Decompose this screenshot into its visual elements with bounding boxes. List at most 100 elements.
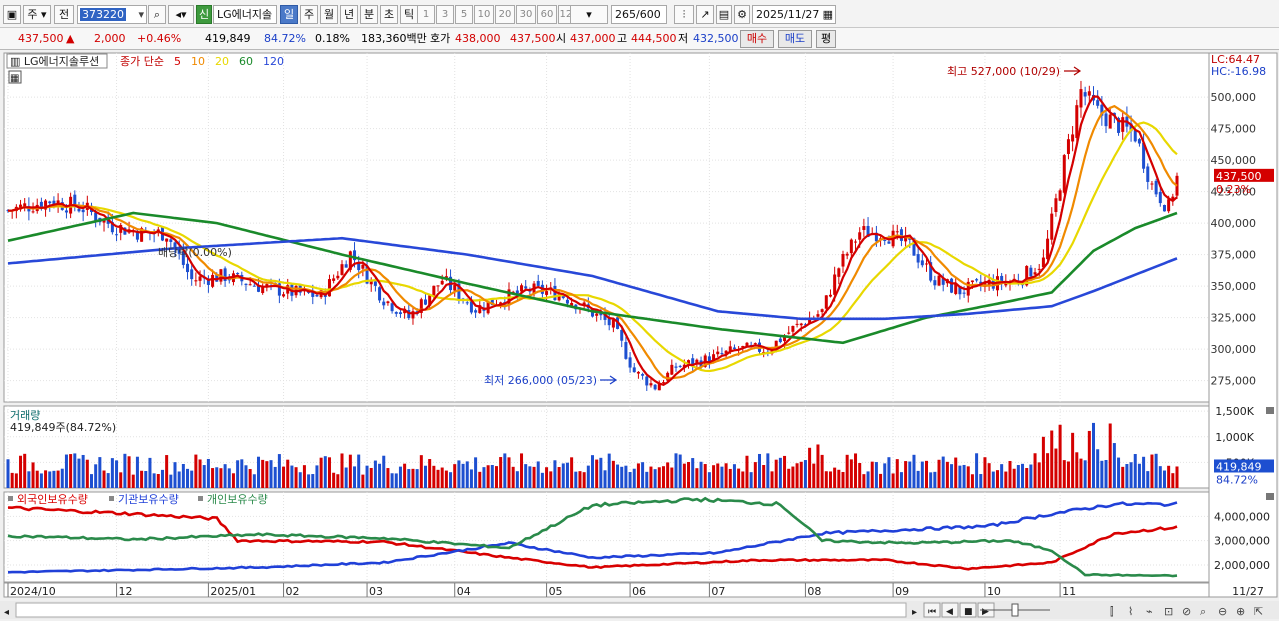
interval-button[interactable]: 1	[417, 5, 435, 24]
candle-body	[398, 312, 402, 315]
date-field[interactable]: 2025/11/27 ▦	[752, 5, 836, 24]
candle-body	[1066, 139, 1070, 154]
interval-dropdown[interactable]: ▾	[570, 5, 608, 24]
volume-bar	[616, 464, 620, 488]
volume-bar	[766, 453, 770, 488]
interval-button[interactable]: 3	[436, 5, 454, 24]
candle-body	[348, 251, 352, 270]
zoom-slider-thumb	[1011, 603, 1019, 617]
volume-bar	[453, 464, 457, 488]
playback-button	[959, 602, 977, 618]
period-button[interactable]: 틱	[400, 5, 418, 24]
holdings-tick-label: 2,000,000	[1214, 559, 1270, 572]
candle-body	[244, 283, 248, 285]
candle-body	[653, 384, 657, 390]
volume-bar	[732, 464, 736, 488]
volume-bar	[1108, 423, 1112, 488]
volume-bar	[131, 474, 135, 488]
volume-bar	[962, 464, 966, 488]
period-button[interactable]: 년	[340, 5, 358, 24]
volume-bar	[286, 459, 290, 488]
volume-bar	[269, 460, 273, 488]
volume-bar	[428, 459, 432, 488]
volume-bar	[440, 467, 444, 488]
volume-bar	[628, 472, 632, 488]
volume-bar	[52, 470, 56, 488]
x-axis-label: 10	[987, 585, 1001, 598]
market-select-value: 주	[27, 8, 38, 21]
current-price-marker-label: 437,500	[1216, 170, 1262, 183]
y-axis-column	[1208, 52, 1278, 598]
candle-body	[803, 324, 807, 326]
volume-bar	[340, 453, 344, 488]
chart-area[interactable]: 500,000 475,000 450,000 425,000 400,000 375,0…	[0, 50, 1279, 621]
interval-button[interactable]: 60	[537, 5, 557, 24]
current-volume-marker-label: 419,849	[1216, 460, 1262, 473]
candle-body	[854, 241, 858, 243]
period-button[interactable]: 초	[380, 5, 398, 24]
candle-body	[791, 325, 795, 332]
volume-bar	[624, 465, 628, 488]
volume-bar	[899, 472, 903, 488]
period-button[interactable]: 분	[360, 5, 378, 24]
period-button[interactable]: 일	[280, 5, 298, 24]
volume-bar	[1058, 424, 1062, 488]
interval-button[interactable]: 30	[516, 5, 536, 24]
ma-legend-5: 5	[174, 55, 181, 68]
volume-bar	[69, 454, 73, 488]
volume-bar	[6, 459, 10, 488]
period-button[interactable]: 주	[300, 5, 318, 24]
candle-type-icon[interactable]: ⫶	[674, 5, 694, 24]
playback-button	[941, 602, 959, 618]
stock-title-box	[6, 53, 108, 69]
count-field[interactable]: 265/600	[611, 5, 667, 24]
x-axis-label: 08	[807, 585, 821, 598]
price-tick-label: 275,000	[1211, 375, 1257, 388]
speaker-icon[interactable]: ◂▾	[168, 5, 194, 24]
volume-bar	[561, 463, 565, 488]
volume-bar	[206, 458, 210, 488]
volume-bar	[1041, 436, 1045, 488]
candle-body	[511, 291, 515, 293]
candle-body	[816, 314, 820, 317]
candle-body	[373, 281, 377, 286]
interval-button[interactable]: 10	[474, 5, 494, 24]
volume-bar	[403, 463, 407, 488]
candle-body	[169, 239, 173, 242]
period-button[interactable]: 월	[320, 5, 338, 24]
market-select[interactable]: 주 ▾	[23, 5, 51, 24]
volume-bar	[657, 467, 661, 488]
stock-code-input[interactable]: 373220 ▾	[77, 5, 147, 24]
search-icon[interactable]: ⌕	[148, 5, 166, 24]
volume-bar	[745, 455, 749, 488]
save-icon[interactable]: ▤	[716, 5, 732, 24]
settings-icon[interactable]: ⚙	[734, 5, 750, 24]
candle-body	[140, 228, 144, 242]
candle-body	[661, 382, 665, 384]
sell-button[interactable]: 매도	[778, 30, 812, 48]
candle-body	[1096, 100, 1100, 106]
candle-body	[394, 312, 398, 314]
volume-bar	[958, 465, 962, 488]
volume-bar	[1091, 422, 1096, 488]
draw-tool-icon[interactable]: ↗	[696, 5, 714, 24]
market-select-2[interactable]: 전	[54, 5, 74, 24]
volume-bar	[85, 459, 89, 488]
interval-button[interactable]: 20	[495, 5, 515, 24]
volume-bar	[1025, 468, 1029, 488]
volume-bar	[532, 466, 536, 488]
candle-body	[173, 242, 177, 249]
buy-button[interactable]: 매수	[740, 30, 774, 48]
candle-body	[378, 287, 382, 301]
candle-body	[73, 194, 77, 208]
volume-bar	[1125, 464, 1129, 488]
layout-icon[interactable]: ▣	[3, 5, 21, 24]
interval-button[interactable]: 5	[455, 5, 473, 24]
volume-bar	[849, 459, 853, 488]
candle-body	[177, 248, 181, 254]
volume-bar	[302, 465, 306, 488]
holdings-legend-0: 외국인보유수량	[17, 493, 88, 506]
average-button[interactable]: 평	[816, 30, 836, 48]
volume-bar	[858, 462, 862, 488]
candle-body	[31, 211, 35, 213]
